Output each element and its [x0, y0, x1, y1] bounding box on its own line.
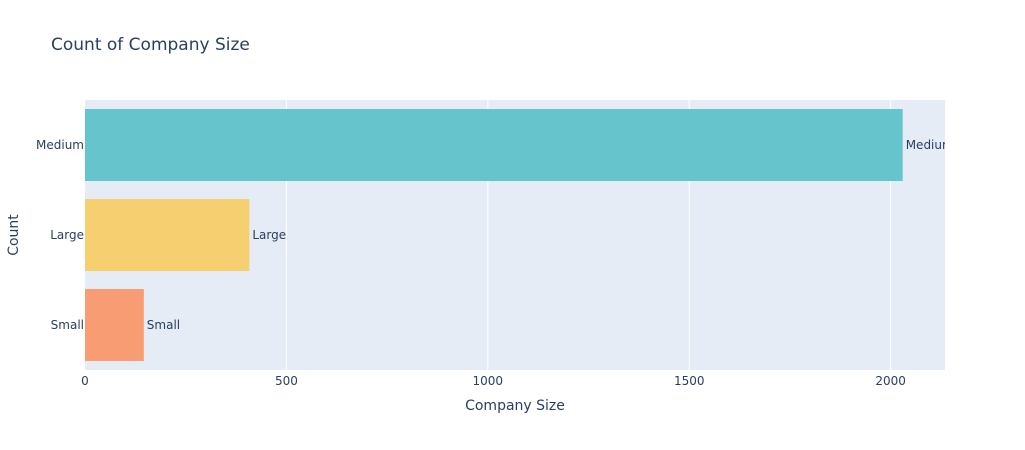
bar-small[interactable]	[85, 289, 144, 361]
bars-group: Medium Large Small	[85, 109, 954, 361]
x-axis-title: Company Size	[465, 398, 565, 414]
y-tick-label: Large	[50, 228, 84, 242]
bar-data-label: Medium	[906, 138, 954, 152]
x-tick-label: 2000	[875, 374, 906, 388]
x-tick-label: 1500	[674, 374, 705, 388]
bar-data-label: Small	[147, 318, 180, 332]
bar-large[interactable]	[85, 199, 250, 271]
y-axis-title: Count	[6, 214, 22, 256]
y-tick-label: Small	[51, 318, 84, 332]
y-tick-labels: Medium Large Small	[36, 138, 84, 332]
x-tick-labels: 0 500 1000 1500 2000	[81, 374, 906, 388]
x-tick-label: 1000	[473, 374, 504, 388]
x-tick-label: 500	[275, 374, 298, 388]
chart-title: Count of Company Size	[51, 35, 250, 55]
y-tick-label: Medium	[36, 138, 84, 152]
x-tick-label: 0	[81, 374, 89, 388]
bar-data-label: Large	[252, 228, 286, 242]
bar-medium[interactable]	[85, 109, 903, 181]
